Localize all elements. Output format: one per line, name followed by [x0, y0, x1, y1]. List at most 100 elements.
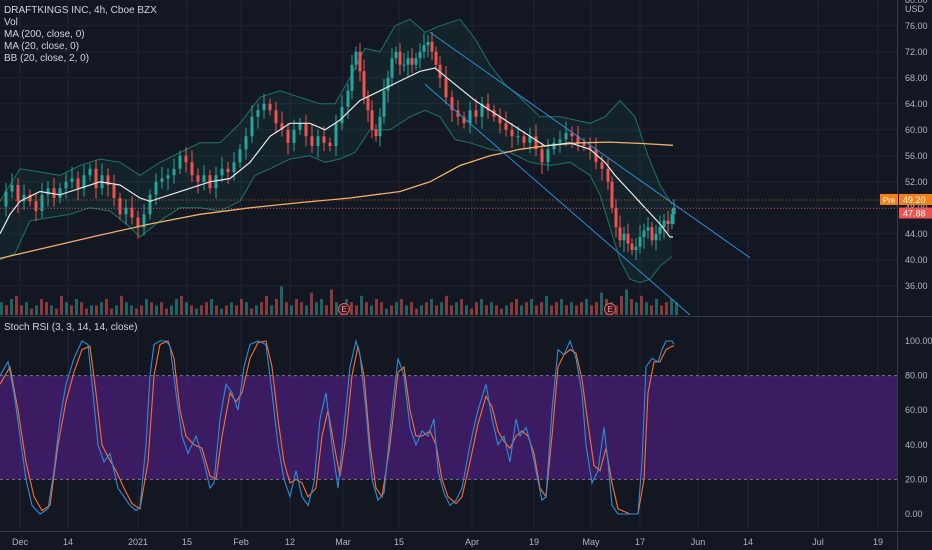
volume-bar	[120, 295, 123, 315]
indicator-label-ma200[interactable]: MA (200, close, 0)	[4, 29, 85, 40]
candle-body	[634, 246, 638, 250]
candle-body	[262, 103, 266, 111]
candle-body	[382, 90, 386, 117]
volume-bar	[420, 305, 423, 315]
volume-bar	[430, 299, 433, 315]
volume-bar	[160, 302, 163, 315]
volume-bar	[365, 302, 368, 315]
volume-bar	[0, 302, 3, 315]
candle-body	[40, 194, 44, 211]
candle-body	[316, 136, 320, 146]
candle-body	[112, 185, 116, 198]
volume-bar	[405, 305, 408, 315]
earnings-marker: E	[604, 303, 616, 315]
candle-body	[292, 129, 296, 143]
candle-body	[238, 149, 242, 163]
indicator-label-vol[interactable]: Vol	[4, 17, 18, 28]
time-tick-label: Jun	[691, 537, 706, 547]
candle-body	[334, 123, 338, 146]
volume-bar	[85, 308, 88, 315]
volume-bar	[55, 308, 58, 315]
price-tick-label: 60.00	[905, 125, 928, 135]
volume-bar	[400, 299, 403, 315]
candle-body	[650, 227, 654, 241]
rsi-axis: 100.00 80.00 60.00 40.00 20.00 0.00	[905, 336, 932, 519]
candle-body	[304, 123, 308, 137]
rsi-tick-label: 20.00	[905, 474, 928, 484]
last-price-badge-label: 47.88	[903, 209, 926, 219]
volume-bar	[655, 299, 658, 315]
volume-bar	[315, 302, 318, 315]
volume-bar	[115, 305, 118, 315]
candle-body	[196, 175, 200, 182]
candle-body	[274, 110, 278, 124]
price-tick-label: 76.00	[905, 21, 928, 31]
candle-body	[402, 64, 406, 66]
volume-bar	[325, 305, 328, 315]
price-tick-label: 40.00	[905, 255, 928, 265]
candle-body	[130, 207, 134, 218]
time-tick-label: May	[582, 537, 600, 547]
volume-bar	[25, 302, 28, 315]
stoch-rsi-k-line	[0, 338, 675, 515]
candle-body	[220, 168, 224, 176]
volume-bar	[475, 302, 478, 315]
volume-bar	[185, 302, 188, 315]
volume-bar	[500, 308, 503, 315]
stoch-rsi-title[interactable]: Stoch RSI (3, 3, 14, 14, close)	[4, 322, 138, 333]
pre-price-badge-label: 49.20	[903, 195, 926, 205]
candle-body	[410, 58, 414, 65]
candle-body	[70, 178, 74, 182]
volume-bar	[335, 302, 338, 315]
volume-bar	[225, 305, 228, 315]
volume-bar	[305, 305, 308, 315]
candle-body	[226, 168, 230, 172]
candle-body	[638, 237, 642, 247]
symbol-title[interactable]: DRAFTKINGS INC, 4h, Cboe BZX	[4, 5, 157, 16]
channel-lower-line	[424, 83, 691, 316]
indicator-label-bb[interactable]: BB (20, close, 2, 0)	[4, 53, 90, 64]
rsi-tick-label: 100.00	[905, 336, 932, 346]
volume-bar	[465, 305, 468, 315]
candle-body	[202, 175, 206, 182]
candle-body	[468, 110, 472, 124]
candle-body	[480, 103, 484, 117]
time-tick-label: 14	[743, 537, 753, 547]
candle-body	[374, 129, 378, 137]
volume-bar	[550, 305, 553, 315]
candle-body	[88, 168, 92, 176]
candle-body	[670, 214, 674, 224]
volume-bar	[110, 308, 113, 315]
volume-bar	[200, 305, 203, 315]
candle-body	[486, 103, 490, 111]
candle-body	[516, 136, 520, 138]
time-tick-label: 17	[635, 537, 645, 547]
candle-body	[328, 142, 332, 146]
candle-body	[184, 155, 188, 163]
candle-body	[52, 188, 56, 198]
candle-body	[358, 51, 362, 72]
candle-body	[82, 175, 86, 189]
volume-bar	[300, 302, 303, 315]
volume-bar	[630, 299, 633, 315]
candle-body	[438, 64, 442, 78]
candle-body	[172, 168, 176, 176]
volume-bar	[205, 302, 208, 315]
stoch-rsi-band	[0, 375, 897, 480]
candle-body	[256, 110, 260, 117]
indicator-label-ma20[interactable]: MA (20, close, 0)	[4, 41, 80, 52]
volume-bar	[45, 302, 48, 315]
volume-bar	[555, 302, 558, 315]
volume-bar	[545, 295, 548, 315]
candle-body	[418, 51, 422, 59]
volume-bar	[95, 305, 98, 315]
candle-body	[214, 175, 218, 189]
volume-bar	[450, 305, 453, 315]
candle-body	[148, 194, 152, 215]
candle-body	[106, 175, 110, 185]
volume-bar	[75, 299, 78, 315]
volume-bar	[35, 305, 38, 315]
time-tick-label: 15	[182, 537, 192, 547]
candle-body	[346, 90, 350, 107]
